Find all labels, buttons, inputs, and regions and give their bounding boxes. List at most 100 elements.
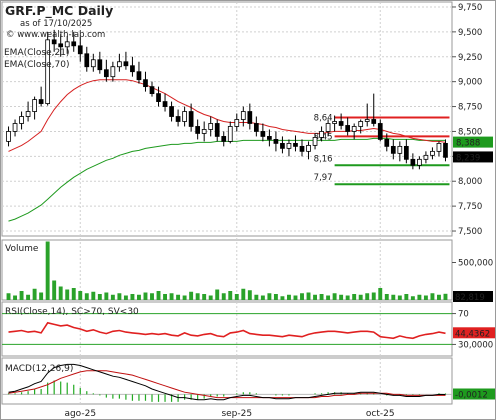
volume-bar (195, 293, 200, 300)
candle-body (345, 125, 351, 132)
macd-last-tag (453, 388, 495, 400)
volume-bar (13, 295, 17, 300)
candle-body (293, 142, 298, 147)
volume-last-label: 82,819 (455, 293, 485, 303)
volume-bar (234, 294, 239, 300)
volume-bar (345, 295, 350, 300)
candle-body (443, 142, 448, 158)
volume-bar (247, 290, 252, 300)
level-label: 8,16 (314, 154, 333, 164)
volume-bar (371, 292, 376, 300)
volume-bar (391, 294, 396, 300)
volume-bar (306, 292, 311, 300)
price-tick-label: 9,250 (458, 53, 482, 63)
volume-bar (71, 288, 76, 300)
volume-bar (339, 294, 344, 300)
macd-signal-line (8, 370, 446, 399)
volume-bar (189, 291, 194, 300)
candle-body (162, 101, 168, 107)
volume-bar (300, 293, 304, 300)
volume-bar (437, 294, 441, 300)
candle-body (201, 129, 207, 134)
candle-body (64, 41, 70, 48)
volume-title: Volume (5, 244, 39, 254)
macd-line (8, 363, 446, 401)
candle-body (227, 126, 233, 142)
candle-body (84, 53, 90, 68)
macd-last-label: -0,0012 (455, 391, 488, 401)
price-tick-label: 9,500 (458, 28, 482, 38)
x-tick-label: sep-25 (221, 409, 252, 419)
candle-body (97, 59, 103, 71)
volume-bar (45, 241, 50, 300)
volume-bar (6, 293, 11, 300)
last-price-tag (453, 136, 493, 148)
rsi-tick-label: 30,0000 (458, 340, 493, 350)
x-tick-label: ago-25 (64, 409, 96, 419)
volume-pane (1, 239, 453, 301)
volume-bar (287, 294, 291, 300)
candle-body (319, 131, 324, 138)
volume-bar (417, 294, 422, 300)
candle-body (110, 66, 116, 78)
candle-body (169, 106, 174, 117)
volume-bar (97, 294, 102, 300)
candle-body (25, 111, 31, 117)
ema21-line (8, 79, 446, 152)
macd-pane (1, 357, 453, 405)
volume-bar (202, 294, 207, 300)
volume-bar (267, 293, 272, 300)
candle-body (351, 126, 357, 132)
price-tick-label: 7,750 (458, 202, 482, 212)
volume-bar (65, 289, 70, 300)
rsi-pane (1, 301, 453, 357)
price-tick-label: 8,750 (458, 103, 482, 113)
volume-bar (228, 291, 233, 300)
candle-body (123, 61, 129, 67)
candle-body (51, 39, 57, 45)
candle-body (260, 131, 266, 137)
candle-body (188, 111, 194, 127)
volume-bar (352, 294, 357, 300)
rsi-line (8, 321, 446, 340)
candle-body (234, 119, 240, 127)
price-tick-label: 9,750 (458, 3, 482, 13)
candle-body (12, 123, 18, 132)
volume-bar (130, 294, 135, 300)
candle-body (417, 158, 422, 166)
candle-body (90, 59, 96, 68)
ema21-legend: EMA(Close,21) (4, 48, 69, 58)
volume-bar (84, 293, 89, 300)
volume-bar (326, 295, 331, 300)
volume-bar (156, 291, 161, 300)
volume-bar (280, 296, 285, 300)
volume-tick-label: 500,000 (458, 259, 493, 269)
candle-body (214, 123, 220, 137)
level-label: 8,64 (314, 114, 333, 124)
volume-bar (273, 294, 278, 300)
volume-bar (423, 295, 428, 300)
volume-bar (19, 291, 24, 300)
candle-body (149, 86, 155, 95)
volume-bar (182, 295, 187, 300)
volume-bar (104, 292, 109, 300)
candle-body (38, 99, 44, 104)
rsi-last-tag (453, 327, 495, 339)
volume-bar (332, 293, 337, 300)
volume-bar (221, 293, 226, 300)
ema70-line (8, 137, 446, 222)
candle-body (156, 93, 161, 102)
price-pane (1, 1, 453, 237)
candle-body (377, 123, 383, 140)
last-price-label: 8,388 (456, 139, 480, 149)
candle-body (240, 111, 246, 120)
volume-bar (143, 292, 148, 300)
candle-body (208, 123, 214, 130)
price-tick-label: 7,500 (458, 227, 482, 237)
volume-bar (260, 295, 265, 300)
candle-body (58, 43, 64, 48)
candle-body (397, 145, 403, 154)
volume-bar (208, 295, 213, 300)
volume-bar (110, 294, 115, 300)
